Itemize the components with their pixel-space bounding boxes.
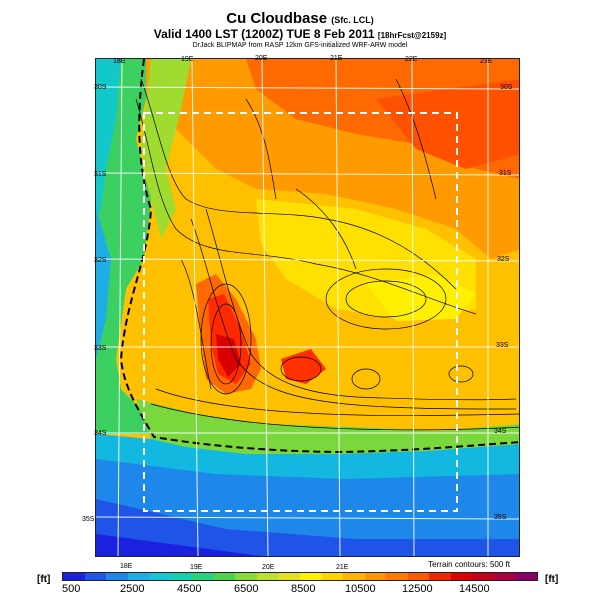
lat-label-right-30: 30S [500,84,513,91]
field-hot-core [216,334,241,377]
colorbar-swatch [364,573,387,580]
coastline [119,59,519,454]
terrain-contour-note: Terrain contours: 500 ft [428,560,510,569]
colorbar-swatch [127,573,150,580]
colorbar-tick: 500 [62,583,81,595]
colorbar-swatch [192,573,214,580]
lon-label-top-18: 18E [113,58,126,65]
lon-label-top-19: 19E [181,56,194,63]
lon-label-bottom-18: 18E [120,563,133,570]
colorbar-swatch [472,573,494,580]
lat-label-left-34: 34S [94,430,107,437]
colorbar-tick: 12500 [402,583,433,595]
colorbar-swatch [450,573,473,580]
lat-label-left-31: 31S [94,171,107,178]
colorbar [62,572,538,581]
colorbar-swatch [213,573,236,580]
colorbar-swatch [386,573,408,580]
colorbar-swatch [256,573,279,580]
lon-label-bottom-19: 19E [190,564,203,571]
colorbar-swatch [149,573,171,580]
colorbar-swatch [63,573,85,580]
forecast-map[interactable] [95,58,520,557]
lat-label-left-32: 32S [94,257,107,264]
terrain-contours [135,78,519,431]
field-hot-east [281,349,326,384]
map-title: Cu Cloudbase (Sfc. LCL) [226,10,374,27]
lon-label-top-21: 21E [330,55,343,62]
lon-label-top-20: 20E [255,55,268,62]
lat-label-right-35: 35S [494,514,507,521]
field-west-green [96,59,151,434]
colorbar-swatch [84,573,107,580]
colorbar-swatch [170,573,193,580]
lat-label-left-30: 30S [94,84,107,91]
lon-label-bottom-21: 21E [336,564,349,571]
sea-deepest [96,534,261,556]
sea-deep [96,499,519,556]
lon-label-top-23: 23E [480,58,493,65]
colorbar-swatch [321,573,344,580]
field-south-green [136,399,519,454]
colorbar-swatch [343,573,365,580]
colorbar-tick: 10500 [345,583,376,595]
field-west-blue [96,209,111,359]
colorbar-swatch [429,573,451,580]
lat-label-right-34: 34S [494,428,507,435]
colorbar-swatch [407,573,430,580]
colorbar-swatch [278,573,301,580]
lat-label-left-33: 33S [94,345,107,352]
field-west-lime [141,59,191,239]
lon-label-bottom-20: 20E [262,564,275,571]
colorbar-swatch [235,573,257,580]
field-east-orange [336,339,519,424]
colorbar-swatch [300,573,322,580]
colorbar-tick: 2500 [120,583,145,595]
field-central-bright [366,274,476,321]
colorbar-unit-right: [ft] [545,574,559,585]
model-credit: DrJack BLIPMAP from RASP 12km GFS-initia… [192,42,408,49]
colorbar-swatch [106,573,128,580]
lat-label-right-31: 31S [499,170,512,177]
colorbar-tick: 8500 [291,583,316,595]
latlon-grid [96,59,519,556]
field-west-cyan [96,59,121,219]
inner-domain-box [143,112,458,512]
map-subtitle: Valid 1400 LST (1200Z) TUE 8 Feb 2011 [1… [153,27,447,41]
lat-label-right-32: 32S [497,256,510,263]
colorbar-tick: 4500 [177,583,202,595]
colorbar-tick: 14500 [459,583,490,595]
colorbar-unit-left: [ft] [37,574,51,585]
colorbar-swatch [515,573,538,580]
map-canvas [96,59,519,556]
colorbar-swatch [493,573,516,580]
lat-label-left-35: 35S [82,516,95,523]
lat-label-right-33: 33S [496,342,509,349]
lon-label-top-22: 22E [405,56,418,63]
colorbar-tick: 6500 [234,583,259,595]
